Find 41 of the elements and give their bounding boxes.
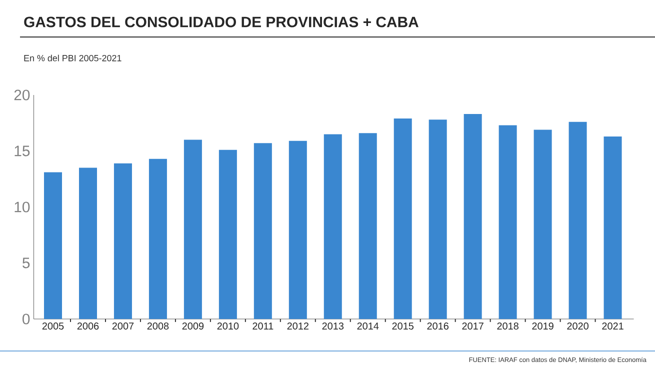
y-tick-label: 15	[14, 146, 30, 156]
x-tick-label: 2011	[252, 322, 274, 330]
bar	[464, 114, 482, 319]
bar	[358, 133, 377, 319]
bar	[114, 163, 132, 319]
bar	[568, 122, 587, 319]
bar	[44, 172, 62, 319]
x-tick-label: 2019	[532, 322, 554, 330]
x-tick-label: 2012	[287, 322, 308, 330]
x-tick-label: 2010	[217, 322, 239, 330]
bar	[604, 136, 622, 319]
x-tick-label: 2017	[462, 322, 484, 330]
x-tick-label: 2005	[42, 322, 64, 330]
y-tick-label: 20	[14, 90, 30, 100]
x-tick-label: 2007	[112, 322, 134, 330]
bar	[148, 158, 167, 319]
bar	[324, 134, 342, 319]
x-tick-label: 2016	[427, 322, 448, 330]
x-tick-label: 2020	[567, 322, 588, 330]
y-tick-label: 0	[22, 314, 30, 324]
bar	[428, 120, 447, 319]
bar	[288, 140, 307, 319]
x-tick-label: 2014	[357, 322, 379, 330]
bar	[78, 168, 97, 319]
chart-subtitle: En % del PBI 2005-2021	[24, 54, 122, 62]
x-tick-label: 2006	[77, 322, 99, 330]
x-tick-label: 2009	[182, 322, 204, 330]
y-tick-label: 5	[22, 258, 30, 268]
x-tick-label: 2015	[392, 322, 414, 330]
bar	[394, 118, 412, 319]
x-tick-label: 2021	[602, 322, 624, 330]
x-tick-label: 2018	[497, 322, 518, 330]
bar	[498, 125, 517, 319]
bar	[184, 140, 202, 319]
x-tick-label: 2008	[147, 322, 169, 330]
chart-title: GASTOS DEL CONSOLIDADO DE PROVINCIAS + CABA	[24, 16, 418, 28]
bar	[218, 150, 237, 319]
y-tick-label: 10	[14, 202, 30, 212]
bar	[254, 143, 272, 319]
x-tick-label: 2013	[322, 322, 344, 330]
bar	[534, 130, 552, 319]
